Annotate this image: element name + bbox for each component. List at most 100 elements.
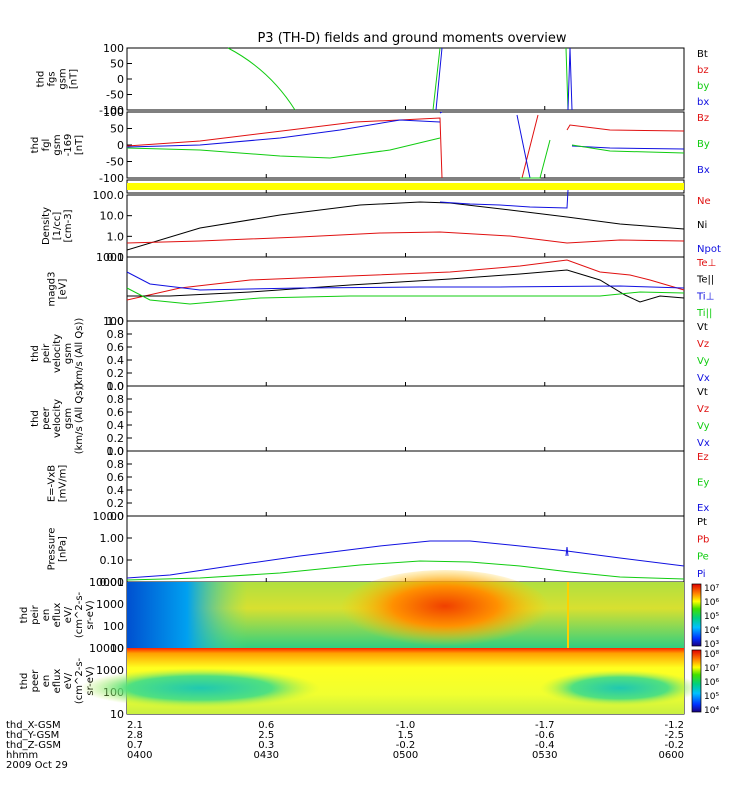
panel-fgl-ylabel: thd bbox=[30, 137, 41, 154]
density-traces bbox=[126, 189, 685, 251]
panel-peir-legend-vz: Vz bbox=[697, 339, 709, 350]
panel-espec-ylabel: thd bbox=[19, 673, 30, 690]
panel-pressure-tick-label: 0.01 bbox=[100, 576, 125, 589]
panel-espec-tick-label: 10000 bbox=[89, 642, 124, 655]
panel-pressure-legend-pi: Pi bbox=[697, 569, 706, 580]
panel-peer-ylabel: peer bbox=[41, 406, 52, 430]
panel-fgs-ylabel: [nT] bbox=[69, 69, 80, 89]
panel-fgl-tick-label: 0 bbox=[117, 139, 124, 152]
panel-ispec-tick-label: 10000 bbox=[89, 576, 124, 589]
footer-value: 0.3 bbox=[258, 740, 274, 751]
panel-density-legend-ni: Ni bbox=[697, 220, 707, 231]
fgs-traces bbox=[227, 47, 573, 111]
footer-row-label: thd_Z-GSM bbox=[6, 740, 61, 751]
footer-value: -0.6 bbox=[535, 730, 555, 741]
panel-fgs-legend-bx: bx bbox=[697, 97, 709, 108]
te-perp-trace bbox=[126, 259, 685, 301]
panel-fgs-tick-label: 50 bbox=[110, 58, 124, 71]
panel-peer-legend-vx: Vx bbox=[697, 438, 710, 449]
panel-exb-tick-label: 0.0 bbox=[107, 510, 125, 523]
panel-density-ylabel: [1/cc] bbox=[52, 212, 63, 241]
panel-exb-ylabel: [mV/m] bbox=[58, 465, 69, 503]
panel-fgs-legend-bt: Bt bbox=[697, 49, 708, 60]
panel-temp-legend-te⊥: Te⊥ bbox=[696, 258, 716, 269]
colorbar1-label: 10⁶ bbox=[704, 598, 719, 608]
panel-ispec-ylabel: peir bbox=[30, 604, 41, 624]
panel-fgl-ylabel: [nT] bbox=[74, 135, 85, 155]
footer-row-label: thd_Y-GSM bbox=[6, 730, 59, 741]
panel-espec-ylabel: peer bbox=[30, 669, 41, 693]
ti-perp-trace bbox=[126, 271, 685, 291]
panel-exb-tick-label: 0.8 bbox=[107, 458, 125, 471]
panel-peer-ylabel: gsm bbox=[63, 408, 74, 429]
panel-fgs-ylabel: gsm bbox=[58, 68, 69, 89]
fgs-bz-spike bbox=[432, 47, 569, 111]
panel-peer-legend-vt: Vt bbox=[697, 387, 708, 398]
panel-espec-ylabel: en bbox=[41, 675, 52, 688]
panel-espec-ylabel: (cm^2-s- bbox=[74, 657, 85, 704]
footer-value: 0430 bbox=[254, 750, 279, 761]
footer-value: 0530 bbox=[532, 750, 557, 761]
footer: thd_X-GSM 2.1 0.6 -1.0 -1.7 -1.2 thd_Y-GSM 2.8 2… bbox=[6, 720, 684, 771]
colorbar1-label: 10⁷ bbox=[704, 584, 719, 594]
footer-value: 2.1 bbox=[127, 720, 143, 731]
panel-exb-tick-label: 0.6 bbox=[107, 471, 125, 484]
ne-trace bbox=[126, 231, 685, 244]
panel-peer-ylabel: thd bbox=[30, 410, 41, 427]
panel-pressure-legend-pt: Pt bbox=[697, 517, 707, 528]
panel-density-ylabel: [cm-3] bbox=[63, 209, 74, 242]
fgl-by-trace bbox=[126, 137, 685, 179]
panel-fgs-ylabel: fgs bbox=[47, 71, 58, 86]
footer-value: -1.7 bbox=[535, 720, 555, 731]
panel-peir-frame bbox=[126, 320, 685, 387]
panel-fgl-tick-label: -50 bbox=[106, 156, 124, 169]
footer-value: 2.5 bbox=[258, 730, 274, 741]
panel-peir-ylabel: velocity bbox=[52, 334, 63, 373]
panel-pressure-legend-pe: Pe bbox=[697, 552, 709, 563]
panel-pressure-tick-label: 0.10 bbox=[100, 554, 125, 567]
colorbar2-label: 10⁷ bbox=[704, 664, 719, 674]
panel-pressure-tick-label: 1.00 bbox=[100, 532, 125, 545]
footer-date: 2009 Oct 29 bbox=[6, 760, 68, 771]
panel-peir-tick-label: 0.2 bbox=[107, 367, 125, 380]
panel-peir-tick-label: 0.0 bbox=[107, 380, 125, 393]
footer-row-label: hhmm bbox=[6, 750, 38, 761]
panel-peir-legend-vy: Vy bbox=[697, 356, 710, 367]
footer-value: -2.5 bbox=[664, 730, 684, 741]
panel-peir-tick-label: 0.4 bbox=[107, 354, 125, 367]
panel-temp-legend-ti⊥: Ti⊥ bbox=[696, 291, 714, 302]
panel-temp-legend-ti||: Ti|| bbox=[696, 308, 712, 319]
panel-peer-frame bbox=[126, 385, 685, 452]
panel-peer-tick-label: 0.2 bbox=[107, 432, 125, 445]
colorbar1-label: 10³ bbox=[704, 640, 719, 650]
panel-espec-ylabel: eflux bbox=[52, 669, 63, 694]
panel-ispec-tick-label: 100 bbox=[103, 620, 124, 633]
panel-ispec-ylabel: eflux bbox=[52, 603, 63, 628]
fgl-traces bbox=[126, 111, 685, 179]
panel-fgl-legend-by: By bbox=[697, 139, 710, 150]
electron-colorbar bbox=[691, 649, 702, 713]
panel-pressure-tick-label: 10.00 bbox=[93, 510, 125, 523]
panel-fgs-ylabel: thd bbox=[36, 71, 47, 88]
status-bar bbox=[127, 183, 684, 190]
panel-temp-ylabel: magd3 bbox=[47, 272, 58, 307]
panel-peir-ylabel: peir bbox=[41, 343, 52, 363]
footer-value: 0500 bbox=[393, 750, 418, 761]
fgl-bz-trace bbox=[126, 114, 685, 179]
ion-spectrogram bbox=[127, 570, 684, 650]
panel-peer-tick-label: 1.0 bbox=[107, 380, 125, 393]
panel-peer-ylabel: (km/s (All Qs)) bbox=[74, 383, 85, 455]
panel-pressure-ylabel: Pressure bbox=[47, 528, 58, 571]
pressure-spike bbox=[565, 546, 569, 557]
panel-density-legend-ne: Ne bbox=[697, 196, 711, 207]
colorbar2-label: 10⁴ bbox=[704, 706, 719, 716]
panel-fgs-tick-label: -50 bbox=[106, 89, 124, 102]
panel-ispec-ylabel: thd bbox=[19, 607, 30, 624]
panel-peir-legend-vx: Vx bbox=[697, 373, 710, 384]
footer-row-label: thd_X-GSM bbox=[6, 720, 61, 731]
panel-density-tick-label: 1.0 bbox=[107, 230, 125, 243]
footer-value: 2.8 bbox=[127, 730, 143, 741]
panel-ispec-ylabel: eV/ bbox=[63, 606, 74, 623]
